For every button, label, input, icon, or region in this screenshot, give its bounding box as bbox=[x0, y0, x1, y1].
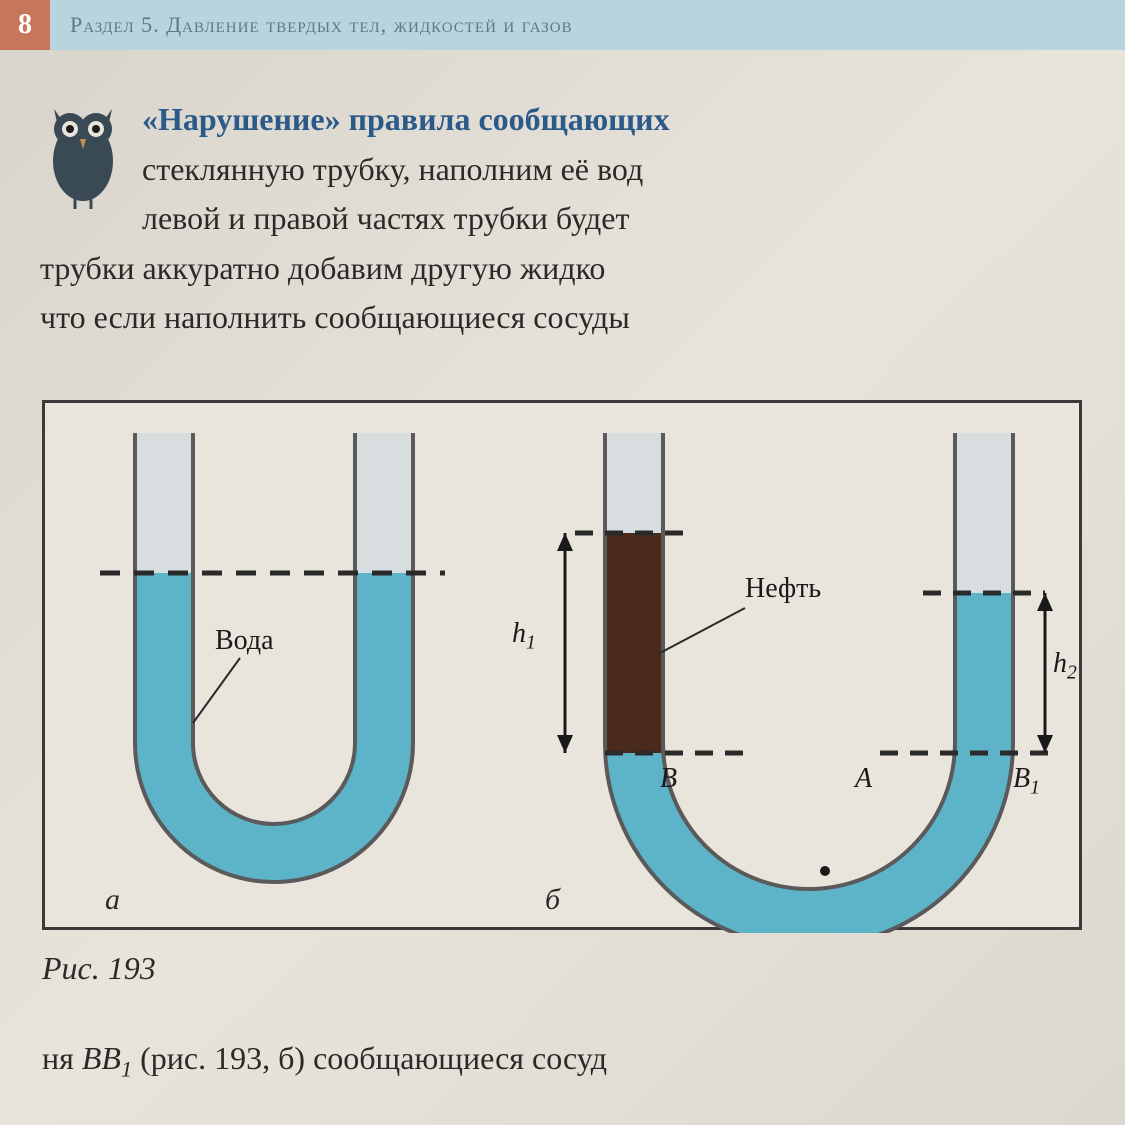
owl-icon bbox=[40, 99, 126, 224]
figure-svg bbox=[45, 403, 1085, 933]
label-h1: h1 bbox=[512, 618, 536, 655]
body-line-5: что если наполнить сообщающиеся сосуды bbox=[40, 293, 1125, 343]
page-number: 8 bbox=[0, 0, 50, 50]
label-h2: h2 bbox=[1053, 648, 1077, 685]
label-A: A bbox=[855, 763, 872, 795]
body-paragraph: «Нарушение» правила сообщающих стеклянну… bbox=[40, 95, 1125, 343]
label-B1: B1 bbox=[1013, 763, 1040, 800]
body-line-2: стеклянную трубку, наполним её вод bbox=[142, 145, 1125, 195]
figure-caption: Рис. 193 bbox=[42, 950, 156, 987]
body-line-4: трубки аккуратно добавим другую жидко bbox=[40, 244, 1125, 294]
bottom-fragment: ня BB1 (рис. 193, б) сообщающиеся сосуд bbox=[42, 1040, 1125, 1082]
panel-letter-a: а bbox=[105, 883, 120, 917]
figure-193: Вода h1 Нефть h2 B A B1 а б bbox=[42, 400, 1082, 930]
label-B: B bbox=[660, 763, 677, 795]
title-fragment: «Нарушение» правила сообщающих bbox=[142, 101, 670, 137]
label-water: Вода bbox=[215, 625, 274, 657]
panel-letter-b: б bbox=[545, 883, 560, 917]
body-line-3: левой и правой частях трубки будет bbox=[142, 194, 1125, 244]
section-header: Раздел 5. Давление твердых тел, жидкосте… bbox=[50, 0, 1125, 50]
label-oil: Нефть bbox=[745, 573, 821, 605]
